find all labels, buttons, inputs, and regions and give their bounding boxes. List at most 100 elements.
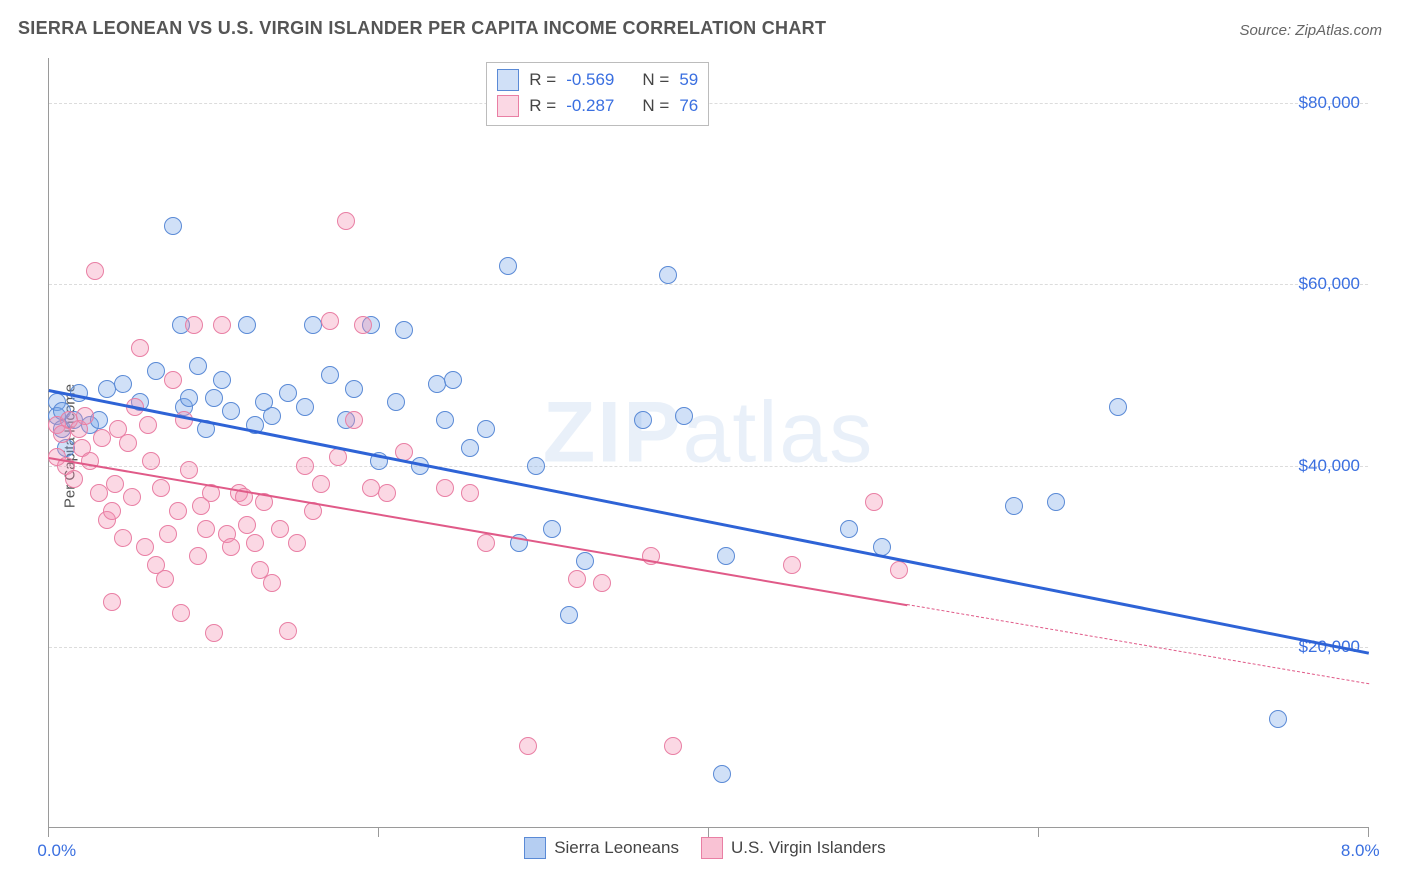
data-point — [222, 402, 240, 420]
data-point — [65, 470, 83, 488]
r-value: -0.287 — [566, 96, 614, 116]
data-point — [337, 212, 355, 230]
data-point — [345, 380, 363, 398]
data-point — [461, 484, 479, 502]
data-point — [321, 366, 339, 384]
data-point — [238, 316, 256, 334]
data-point — [865, 493, 883, 511]
data-point — [568, 570, 586, 588]
n-label: N = — [642, 70, 669, 90]
data-point — [1269, 710, 1287, 728]
data-point — [840, 520, 858, 538]
data-point — [576, 552, 594, 570]
chart-container: SIERRA LEONEAN VS U.S. VIRGIN ISLANDER P… — [0, 0, 1406, 892]
legend-swatch — [497, 95, 519, 117]
data-point — [114, 375, 132, 393]
x-tick-label-right: 8.0% — [1341, 841, 1380, 861]
data-point — [180, 389, 198, 407]
gridline — [49, 466, 1368, 467]
data-point — [634, 411, 652, 429]
data-point — [205, 624, 223, 642]
data-point — [354, 316, 372, 334]
data-point — [205, 389, 223, 407]
data-point — [659, 266, 677, 284]
correlation-row: R =-0.569N =59 — [497, 67, 698, 93]
data-point — [345, 411, 363, 429]
data-point — [713, 765, 731, 783]
data-point — [477, 420, 495, 438]
data-point — [213, 371, 231, 389]
n-value: 76 — [679, 96, 698, 116]
data-point — [296, 398, 314, 416]
trend-line — [49, 457, 907, 606]
data-point — [263, 407, 281, 425]
gridline — [49, 284, 1368, 285]
data-point — [263, 574, 281, 592]
data-point — [1047, 493, 1065, 511]
data-point — [436, 411, 454, 429]
chart-title: SIERRA LEONEAN VS U.S. VIRGIN ISLANDER P… — [18, 18, 826, 39]
y-tick-label: $80,000 — [1299, 93, 1360, 113]
x-tick-label-left: 0.0% — [37, 841, 76, 861]
data-point — [90, 484, 108, 502]
x-tick-mark — [378, 827, 379, 837]
data-point — [664, 737, 682, 755]
data-point — [139, 416, 157, 434]
data-point — [213, 316, 231, 334]
data-point — [103, 502, 121, 520]
data-point — [387, 393, 405, 411]
x-tick-mark — [48, 827, 49, 837]
data-point — [312, 475, 330, 493]
data-point — [164, 217, 182, 235]
data-point — [296, 457, 314, 475]
data-point — [189, 357, 207, 375]
data-point — [378, 484, 396, 502]
data-point — [288, 534, 306, 552]
data-point — [123, 488, 141, 506]
data-point — [362, 479, 380, 497]
data-point — [593, 574, 611, 592]
legend-item: Sierra Leoneans — [524, 837, 679, 859]
data-point — [103, 593, 121, 611]
data-point — [189, 547, 207, 565]
data-point — [499, 257, 517, 275]
data-point — [172, 604, 190, 622]
legend-swatch — [701, 837, 723, 859]
legend-item: U.S. Virgin Islanders — [701, 837, 886, 859]
gridline — [49, 647, 1368, 648]
x-tick-mark — [708, 827, 709, 837]
data-point — [279, 622, 297, 640]
data-point — [246, 534, 264, 552]
legend-swatch — [497, 69, 519, 91]
data-point — [675, 407, 693, 425]
data-point — [560, 606, 578, 624]
data-point — [180, 461, 198, 479]
legend-label: U.S. Virgin Islanders — [731, 838, 886, 858]
x-tick-mark — [1038, 827, 1039, 837]
data-point — [519, 737, 537, 755]
data-point — [279, 384, 297, 402]
n-label: N = — [642, 96, 669, 116]
legend-swatch — [524, 837, 546, 859]
watermark: ZIPatlas — [543, 383, 874, 482]
r-value: -0.569 — [566, 70, 614, 90]
data-point — [543, 520, 561, 538]
data-point — [185, 316, 203, 334]
data-point — [1005, 497, 1023, 515]
data-point — [428, 375, 446, 393]
data-point — [159, 525, 177, 543]
data-point — [271, 520, 289, 538]
data-point — [164, 371, 182, 389]
data-point — [890, 561, 908, 579]
data-point — [147, 362, 165, 380]
legend: Sierra Leoneans U.S. Virgin Islanders — [524, 837, 885, 859]
data-point — [81, 452, 99, 470]
y-tick-label: $60,000 — [1299, 274, 1360, 294]
x-tick-mark — [1368, 827, 1369, 837]
data-point — [98, 380, 116, 398]
data-point — [238, 516, 256, 534]
data-point — [461, 439, 479, 457]
data-point — [76, 407, 94, 425]
data-point — [304, 316, 322, 334]
y-tick-label: $40,000 — [1299, 456, 1360, 476]
